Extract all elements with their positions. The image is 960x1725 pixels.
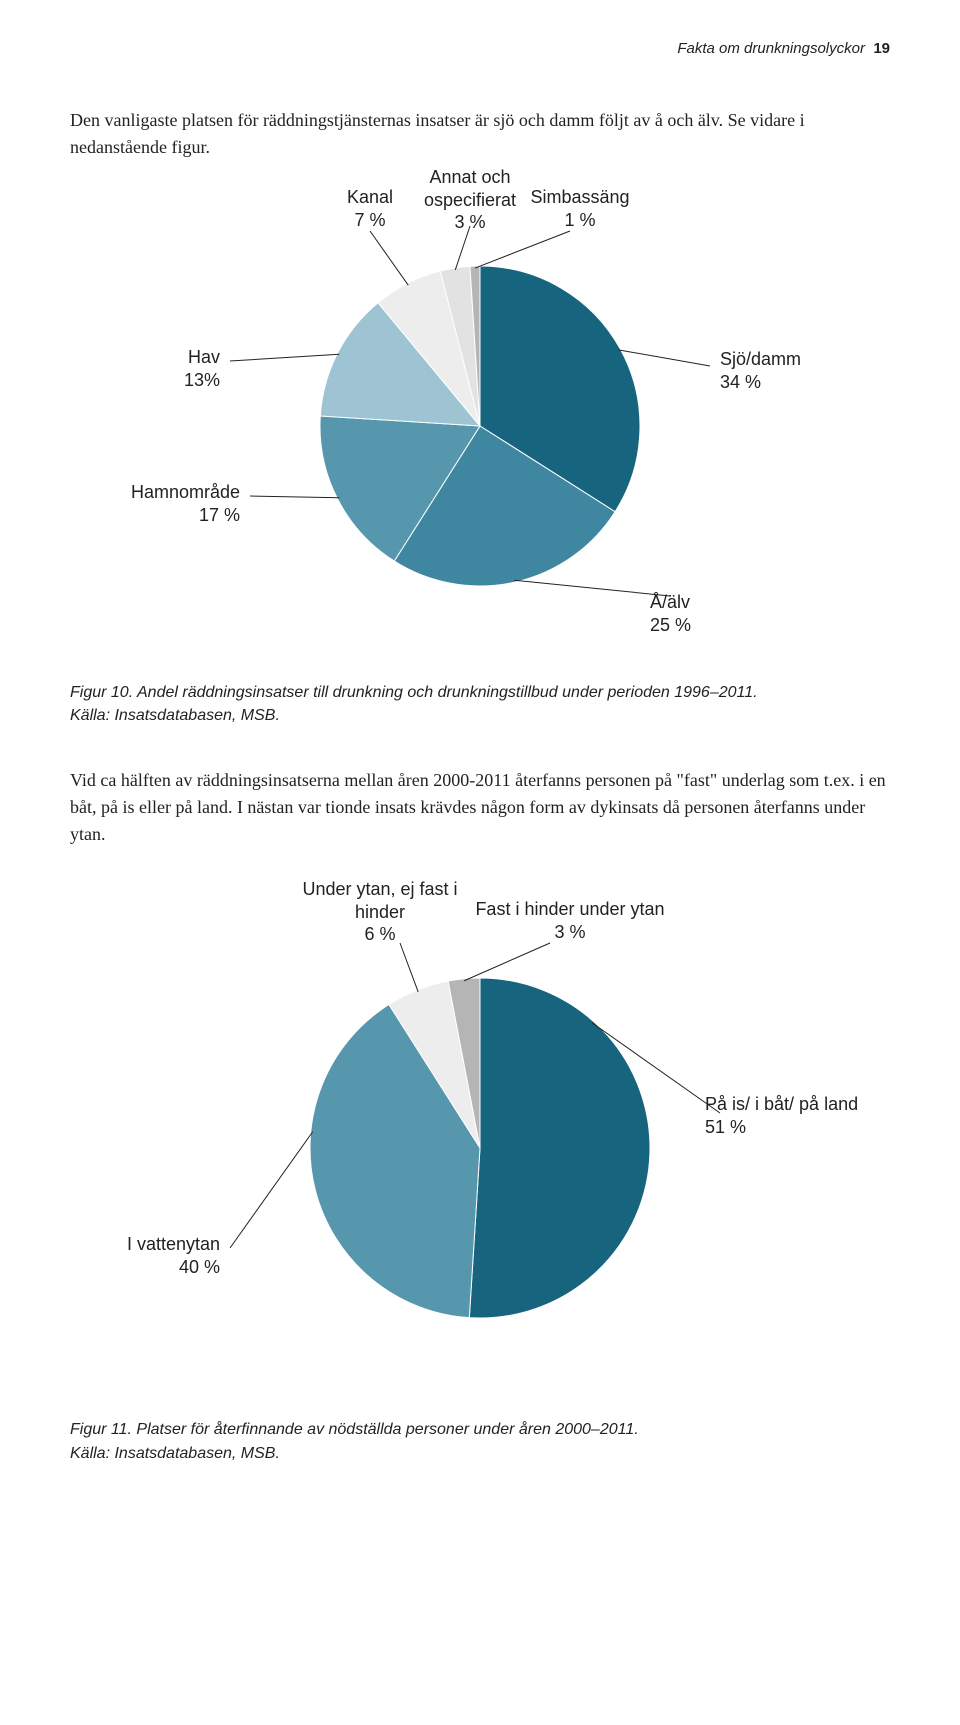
leader-line-aalv bbox=[514, 580, 670, 596]
pie-chart-1: Sjö/damm34 %Å/älv25 %Hamnområde17 %Hav13… bbox=[70, 191, 890, 661]
pie-chart-2: På is/ i båt/ på land51 %I vattenytan40 … bbox=[70, 898, 890, 1398]
caption-title: Figur 10. Andel räddningsinsatser till d… bbox=[70, 684, 758, 701]
pie-slice-pais bbox=[469, 978, 650, 1318]
figure-10-caption: Figur 10. Andel räddningsinsatser till d… bbox=[70, 681, 890, 727]
leader-line-ivatten bbox=[230, 1132, 313, 1248]
pie-svg bbox=[70, 191, 890, 661]
leader-line-sjodamm bbox=[618, 350, 710, 366]
leader-line-hav bbox=[230, 354, 339, 361]
leader-line-fasthind bbox=[464, 943, 550, 981]
leader-line-kanal bbox=[370, 231, 408, 285]
leader-line-hamn bbox=[250, 496, 339, 498]
page-number: 19 bbox=[873, 40, 890, 57]
caption-title: Figur 11. Platser för återfinnande av nö… bbox=[70, 1421, 639, 1438]
page-header: Fakta om drunkningsolyckor 19 bbox=[70, 40, 890, 57]
leader-line-simbassang bbox=[475, 231, 570, 268]
caption-source: Källa: Insatsdatabasen, MSB. bbox=[70, 707, 280, 724]
pie-svg bbox=[70, 898, 890, 1398]
mid-paragraph: Vid ca hälften av räddningsinsatserna me… bbox=[70, 767, 890, 848]
intro-paragraph: Den vanligaste platsen för räddningstjän… bbox=[70, 107, 890, 161]
leader-line-annat bbox=[455, 226, 470, 270]
header-title: Fakta om drunkningsolyckor bbox=[677, 40, 865, 57]
caption-source: Källa: Insatsdatabasen, MSB. bbox=[70, 1445, 280, 1462]
figure-11-caption: Figur 11. Platser för återfinnande av nö… bbox=[70, 1418, 890, 1464]
leader-line-under bbox=[400, 943, 418, 992]
